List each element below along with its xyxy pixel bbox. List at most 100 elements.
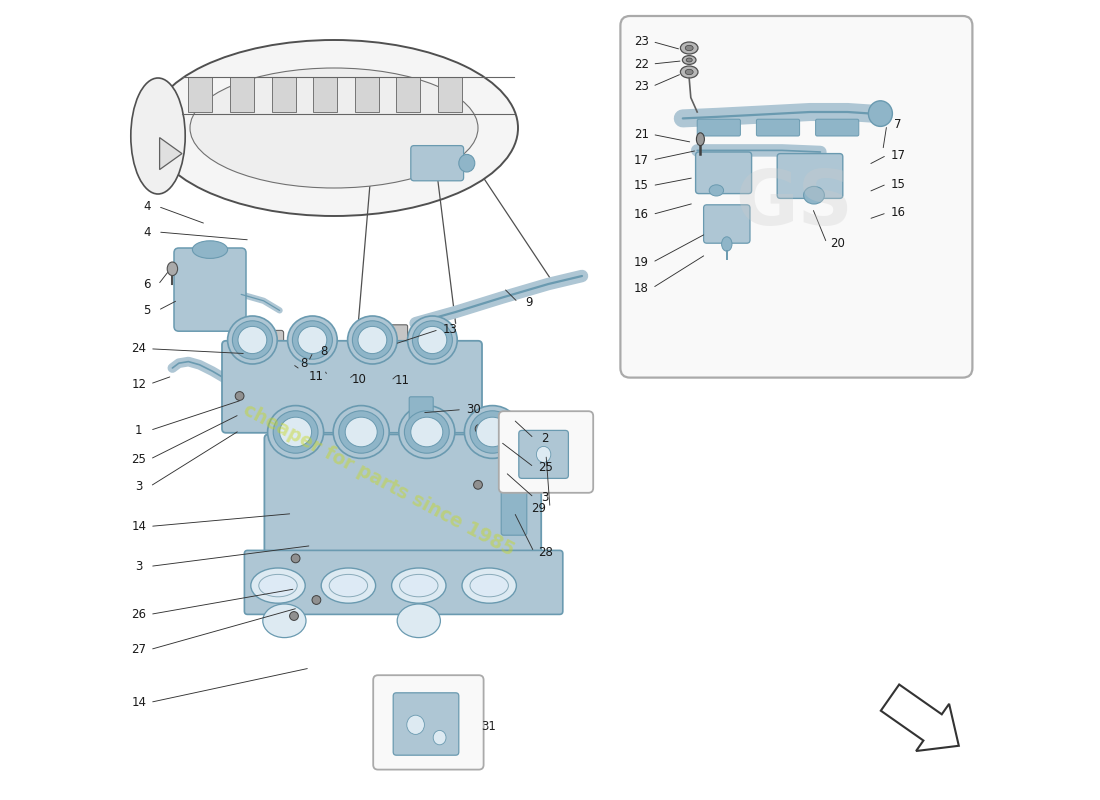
Ellipse shape: [804, 186, 824, 204]
Bar: [188, 77, 212, 112]
Ellipse shape: [228, 316, 277, 364]
Ellipse shape: [333, 406, 389, 458]
Ellipse shape: [392, 568, 446, 603]
Ellipse shape: [321, 568, 375, 603]
Ellipse shape: [267, 406, 323, 458]
Text: 23: 23: [634, 35, 649, 48]
Ellipse shape: [410, 418, 443, 446]
FancyBboxPatch shape: [393, 693, 459, 755]
Ellipse shape: [192, 241, 228, 258]
FancyBboxPatch shape: [374, 325, 408, 347]
Text: 29: 29: [531, 502, 547, 514]
Ellipse shape: [418, 326, 447, 354]
Bar: [272, 77, 296, 112]
Text: 13: 13: [442, 323, 458, 336]
Text: 16: 16: [634, 208, 649, 221]
FancyBboxPatch shape: [244, 550, 563, 614]
Text: 8: 8: [300, 358, 307, 370]
Ellipse shape: [686, 58, 692, 62]
Bar: [355, 77, 378, 112]
Ellipse shape: [263, 604, 306, 638]
Text: 9: 9: [526, 296, 534, 309]
Ellipse shape: [682, 56, 696, 64]
Ellipse shape: [289, 611, 298, 621]
Ellipse shape: [470, 574, 508, 597]
Text: 3: 3: [135, 560, 143, 573]
Ellipse shape: [292, 554, 300, 563]
Text: 28: 28: [538, 546, 552, 558]
Ellipse shape: [273, 411, 318, 453]
Ellipse shape: [190, 68, 478, 188]
Ellipse shape: [464, 406, 520, 458]
Bar: [396, 77, 420, 112]
Ellipse shape: [293, 321, 332, 359]
Text: 11: 11: [309, 370, 323, 382]
Ellipse shape: [251, 568, 305, 603]
Ellipse shape: [348, 316, 397, 364]
FancyBboxPatch shape: [695, 152, 751, 194]
Text: 19: 19: [634, 256, 649, 269]
Text: 30: 30: [465, 403, 481, 416]
Text: 15: 15: [634, 179, 649, 192]
Ellipse shape: [238, 326, 267, 354]
Ellipse shape: [131, 78, 185, 194]
Text: GS: GS: [735, 167, 852, 241]
Text: 20: 20: [830, 237, 846, 250]
Ellipse shape: [287, 316, 338, 364]
Ellipse shape: [317, 353, 331, 367]
Text: 8: 8: [321, 346, 328, 358]
Ellipse shape: [351, 355, 362, 371]
FancyBboxPatch shape: [373, 675, 484, 770]
Text: 14: 14: [131, 520, 146, 533]
Text: 14: 14: [131, 696, 146, 709]
FancyBboxPatch shape: [246, 330, 284, 356]
Ellipse shape: [710, 185, 724, 196]
FancyBboxPatch shape: [778, 154, 843, 198]
Ellipse shape: [462, 568, 516, 603]
Ellipse shape: [685, 46, 693, 50]
Ellipse shape: [474, 480, 483, 489]
Ellipse shape: [405, 411, 449, 453]
Text: 3: 3: [541, 491, 549, 504]
FancyBboxPatch shape: [498, 411, 593, 493]
FancyBboxPatch shape: [264, 434, 541, 561]
FancyBboxPatch shape: [757, 119, 800, 136]
Text: 17: 17: [891, 149, 905, 162]
Ellipse shape: [390, 358, 405, 372]
Ellipse shape: [167, 262, 177, 275]
Text: 25: 25: [538, 461, 552, 474]
FancyBboxPatch shape: [174, 248, 246, 331]
Ellipse shape: [339, 411, 384, 453]
Text: 26: 26: [131, 608, 146, 621]
Ellipse shape: [470, 411, 515, 453]
FancyBboxPatch shape: [222, 341, 482, 433]
FancyBboxPatch shape: [519, 430, 569, 478]
Ellipse shape: [433, 730, 446, 745]
Text: 17: 17: [634, 154, 649, 166]
Ellipse shape: [235, 392, 244, 400]
Text: 5: 5: [143, 304, 151, 317]
Text: 1: 1: [135, 424, 143, 437]
Ellipse shape: [312, 595, 321, 605]
Ellipse shape: [345, 418, 377, 446]
Ellipse shape: [537, 446, 551, 462]
Ellipse shape: [722, 237, 732, 251]
Ellipse shape: [352, 321, 393, 359]
Text: 31: 31: [481, 720, 496, 733]
Ellipse shape: [150, 40, 518, 216]
Ellipse shape: [329, 574, 367, 597]
FancyBboxPatch shape: [697, 119, 740, 136]
Text: 3: 3: [135, 480, 143, 493]
Ellipse shape: [258, 574, 297, 597]
Ellipse shape: [412, 321, 452, 359]
FancyBboxPatch shape: [704, 205, 750, 243]
Text: 11: 11: [395, 374, 409, 387]
FancyBboxPatch shape: [815, 119, 859, 136]
Text: 15: 15: [891, 178, 905, 190]
Polygon shape: [160, 138, 182, 170]
Text: 7: 7: [894, 118, 902, 131]
Ellipse shape: [476, 418, 508, 446]
Text: 4: 4: [143, 200, 151, 213]
Ellipse shape: [399, 406, 454, 458]
Ellipse shape: [397, 604, 440, 638]
